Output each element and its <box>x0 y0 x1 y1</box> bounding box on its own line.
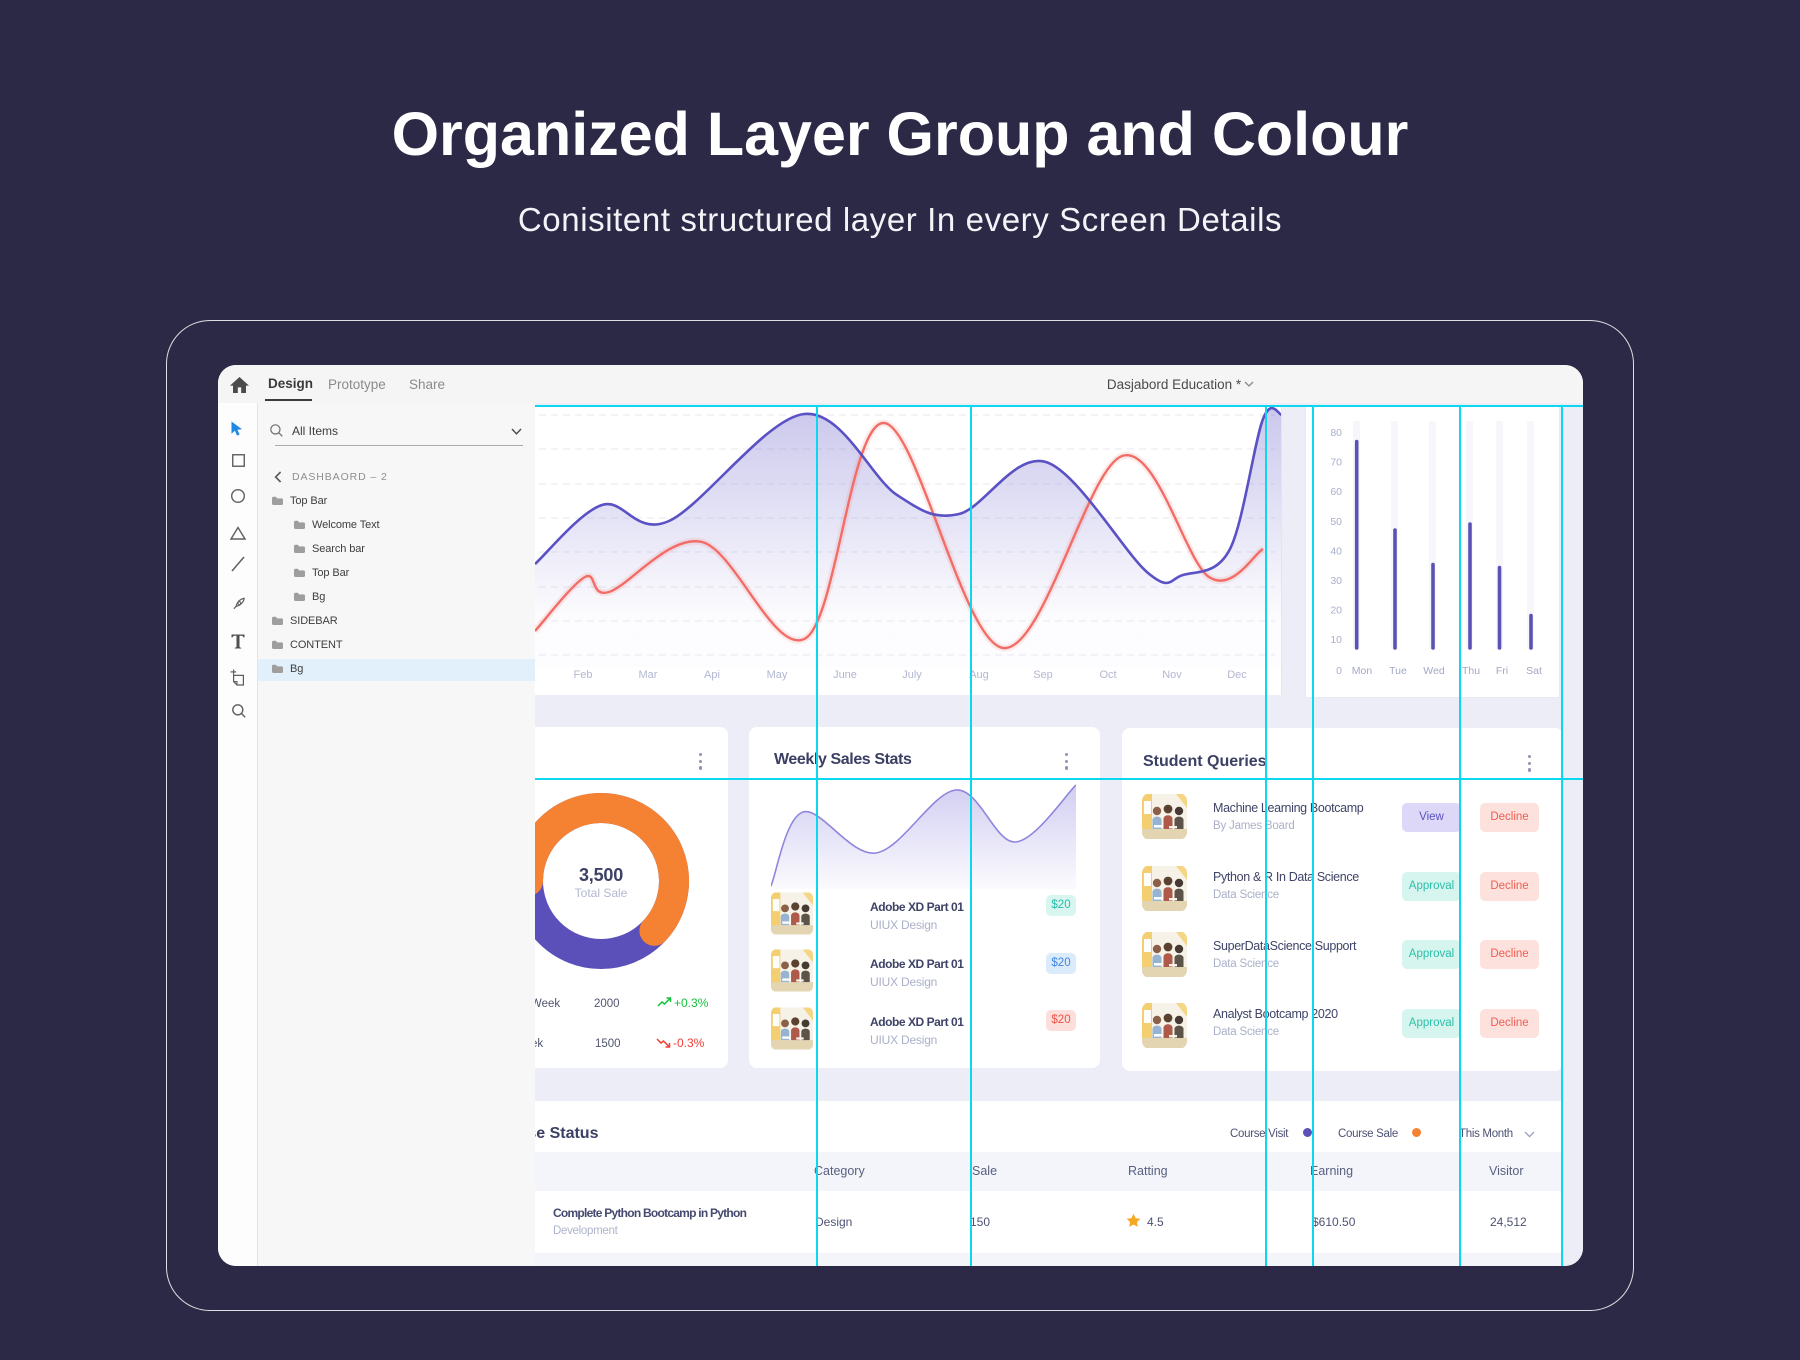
svg-text:July: July <box>902 669 922 681</box>
svg-text:Mon: Mon <box>1352 665 1373 677</box>
svg-text:Fri: Fri <box>1496 665 1508 677</box>
svg-text:0: 0 <box>1336 665 1342 677</box>
svg-text:Api: Api <box>704 669 720 681</box>
svg-text:Mar: Mar <box>639 669 658 681</box>
svg-text:80: 80 <box>1330 427 1342 439</box>
svg-text:Thu: Thu <box>1462 665 1480 677</box>
svg-text:60: 60 <box>1330 486 1342 498</box>
svg-text:June: June <box>833 669 857 681</box>
svg-text:Sep: Sep <box>1033 669 1053 681</box>
svg-text:Dec: Dec <box>1227 669 1247 681</box>
svg-text:70: 70 <box>1330 457 1342 469</box>
svg-text:Tue: Tue <box>1389 665 1407 677</box>
svg-text:Nov: Nov <box>1162 669 1182 681</box>
svg-text:50: 50 <box>1330 516 1342 528</box>
svg-text:10: 10 <box>1330 634 1342 646</box>
svg-text:40: 40 <box>1330 545 1342 557</box>
svg-text:30: 30 <box>1330 575 1342 587</box>
svg-text:Wed: Wed <box>1423 665 1445 677</box>
svg-text:Aug: Aug <box>969 669 989 681</box>
svg-text:20: 20 <box>1330 605 1342 617</box>
svg-text:Sat: Sat <box>1526 665 1542 677</box>
svg-text:Feb: Feb <box>574 669 593 681</box>
svg-text:Oct: Oct <box>1099 669 1116 681</box>
svg-text:May: May <box>767 669 788 681</box>
